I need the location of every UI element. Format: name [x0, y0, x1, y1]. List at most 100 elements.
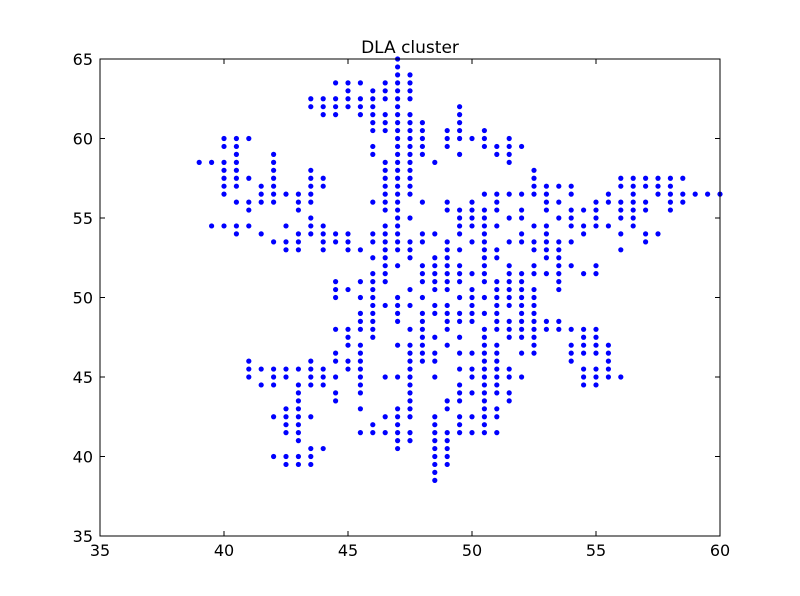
data-point	[333, 326, 339, 332]
data-point	[481, 366, 487, 372]
data-point	[494, 143, 500, 150]
data-point	[320, 223, 326, 229]
data-point	[519, 215, 525, 221]
data-point	[543, 223, 550, 229]
data-point	[444, 445, 450, 452]
data-point	[357, 406, 363, 412]
data-point	[494, 382, 500, 388]
data-point	[432, 302, 438, 309]
data-point	[630, 207, 636, 213]
data-point	[469, 350, 475, 356]
data-point	[333, 80, 339, 86]
data-point	[556, 239, 562, 245]
data-point	[568, 263, 574, 269]
data-point	[543, 207, 550, 213]
data-point	[308, 445, 314, 452]
data-point	[333, 279, 339, 285]
data-point	[419, 294, 425, 301]
data-point	[543, 191, 550, 197]
data-point	[469, 286, 475, 293]
data-point	[655, 231, 661, 237]
data-point	[419, 127, 425, 134]
data-point	[506, 143, 512, 150]
data-point	[519, 143, 525, 150]
data-point	[333, 286, 339, 293]
data-point	[444, 263, 450, 269]
data-point	[457, 120, 463, 126]
data-point	[655, 191, 661, 197]
data-point	[481, 342, 487, 348]
data-point	[605, 223, 612, 229]
x-tick-label: 50	[462, 541, 482, 560]
data-point	[481, 382, 487, 388]
data-point	[457, 263, 463, 269]
data-point	[605, 374, 612, 380]
data-point	[382, 279, 388, 285]
data-point	[556, 271, 562, 277]
data-point	[308, 175, 314, 181]
data-point	[382, 88, 388, 94]
data-point	[370, 120, 376, 126]
data-point	[407, 286, 413, 293]
data-point	[481, 390, 487, 396]
data-point	[407, 247, 413, 253]
data-point	[407, 414, 413, 420]
data-point	[494, 358, 500, 364]
data-point	[407, 406, 413, 412]
data-point	[481, 422, 487, 428]
data-point	[444, 127, 450, 134]
data-point	[581, 366, 587, 372]
data-point	[655, 175, 661, 181]
data-point	[370, 326, 376, 332]
data-point	[457, 398, 463, 404]
data-point	[593, 366, 599, 372]
data-point	[432, 310, 438, 316]
data-point	[568, 326, 574, 332]
data-point	[531, 286, 537, 293]
data-point	[419, 326, 425, 332]
data-point	[494, 350, 500, 356]
data-point	[407, 390, 413, 396]
data-point	[196, 159, 202, 165]
data-point	[494, 318, 500, 324]
data-point	[556, 199, 562, 205]
data-point	[556, 279, 562, 285]
data-point	[283, 406, 289, 412]
data-point	[568, 223, 574, 229]
data-point	[444, 302, 450, 309]
data-point	[345, 247, 351, 253]
data-point	[618, 175, 624, 181]
data-point	[295, 414, 301, 420]
data-point	[444, 239, 450, 245]
data-point	[630, 223, 636, 229]
data-point	[233, 199, 239, 205]
data-point	[481, 231, 487, 237]
data-point	[333, 398, 339, 404]
y-tick-label: 60	[73, 130, 93, 149]
data-point	[556, 255, 562, 261]
data-point	[271, 366, 277, 372]
data-point	[494, 310, 500, 316]
data-point	[667, 191, 674, 197]
data-point	[345, 334, 351, 340]
data-point	[469, 135, 475, 142]
data-point	[320, 96, 326, 102]
data-point	[295, 199, 301, 205]
data-point	[469, 207, 475, 213]
data-point	[395, 72, 401, 78]
data-point	[494, 390, 500, 396]
data-point	[295, 430, 301, 436]
data-point	[271, 191, 277, 197]
data-point	[333, 358, 339, 364]
data-point	[481, 414, 487, 420]
data-point	[382, 159, 388, 165]
data-point	[444, 143, 450, 150]
data-point	[382, 183, 388, 189]
data-point	[432, 374, 438, 380]
data-point	[345, 326, 351, 332]
data-point	[395, 159, 401, 165]
data-point	[283, 366, 289, 372]
data-point	[457, 430, 463, 436]
data-point	[494, 207, 500, 213]
